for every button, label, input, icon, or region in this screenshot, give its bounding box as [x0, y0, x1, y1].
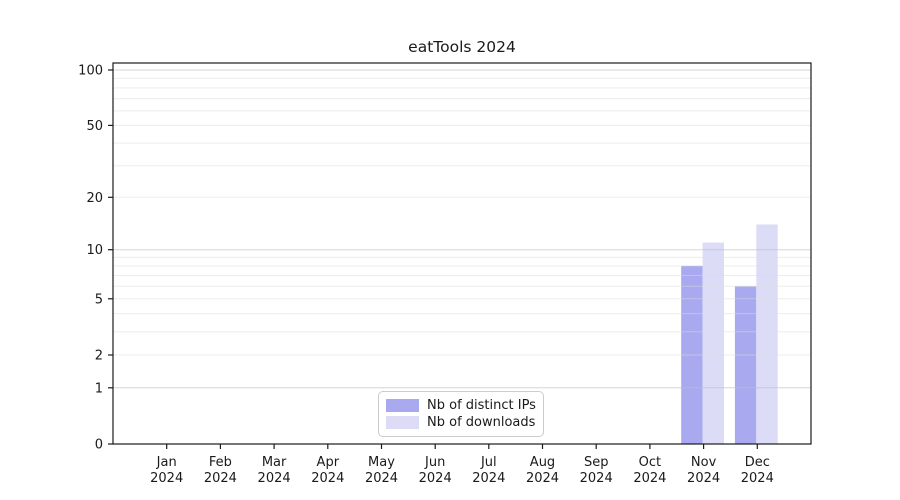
legend-label-distinct-ips: Nb of distinct IPs	[427, 398, 536, 413]
x-tick-label-year: 2024	[741, 471, 774, 486]
x-tick-label-year: 2024	[150, 471, 183, 486]
x-tick-label-month: Oct	[639, 455, 661, 470]
y-tick-label: 20	[86, 191, 103, 206]
x-tick-label-year: 2024	[687, 471, 720, 486]
x-tick-label-year: 2024	[365, 471, 398, 486]
x-tick-label-year: 2024	[526, 471, 559, 486]
gridlines-layer	[113, 69, 811, 389]
legend-item-downloads: Nb of downloads	[386, 415, 535, 430]
x-tick-label-year: 2024	[258, 471, 291, 486]
x-tick-label-month: May	[368, 455, 395, 470]
y-tick-label: 0	[95, 438, 103, 453]
y-tick-label: 100	[78, 64, 103, 79]
x-tick-label-month: Sep	[584, 455, 609, 470]
x-tick-label-month: Jan	[156, 455, 177, 470]
x-tick-label-year: 2024	[204, 471, 237, 486]
bar-dec-series0	[734, 286, 757, 444]
y-tick-label: 10	[86, 243, 103, 258]
x-tick-label-month: Nov	[691, 455, 717, 470]
x-tick-label-month: Dec	[745, 455, 770, 470]
legend-swatch-downloads	[386, 416, 419, 429]
bar-dec-series1	[756, 224, 778, 444]
y-tick-label: 5	[95, 292, 103, 307]
x-tick-label-month: Apr	[317, 455, 340, 470]
x-tick-label-year: 2024	[633, 471, 666, 486]
y-tick-label: 1	[95, 381, 103, 396]
bar-nov-series1	[702, 242, 724, 444]
chart-title: eatTools 2024	[408, 38, 516, 56]
x-tick-label-month: Feb	[209, 455, 232, 470]
x-tick-label-month: Aug	[530, 455, 555, 470]
legend-item-distinct-ips: Nb of distinct IPs	[386, 398, 536, 413]
bars-layer	[681, 224, 778, 444]
x-tick-label-month: Mar	[262, 455, 287, 470]
x-tick-label-year: 2024	[472, 471, 505, 486]
legend-swatch-distinct-ips	[386, 399, 419, 412]
x-tick-label-year: 2024	[580, 471, 613, 486]
x-tick-label-month: Jul	[480, 455, 497, 470]
x-tick-label-year: 2024	[311, 471, 344, 486]
y-tick-label: 50	[86, 119, 103, 134]
legend-label-downloads: Nb of downloads	[427, 415, 536, 430]
x-tick-label-year: 2024	[419, 471, 452, 486]
axes-layer	[108, 62, 812, 449]
legend: Nb of distinct IPs Nb of downloads	[378, 391, 544, 437]
plot-border	[112, 62, 812, 445]
axis-labels-layer: 0125102050100Jan2024Feb2024Mar2024Apr202…	[78, 64, 774, 487]
y-tick-label: 2	[95, 349, 103, 364]
x-tick-label-month: Jun	[424, 455, 445, 470]
